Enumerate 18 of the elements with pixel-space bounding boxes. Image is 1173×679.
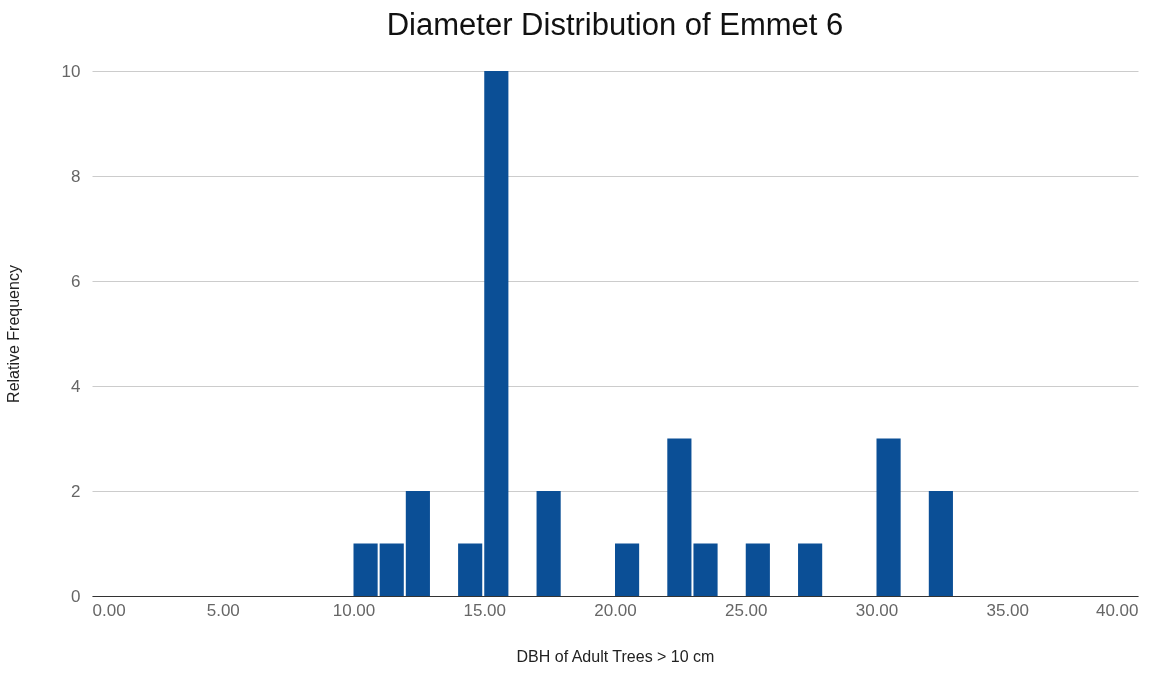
y-tick-label: 2 bbox=[71, 481, 81, 501]
y-tick-label: 8 bbox=[71, 166, 81, 186]
y-tick-label: 4 bbox=[71, 376, 81, 396]
x-tick-label: 0.00 bbox=[92, 600, 126, 620]
x-tick-label: 20.00 bbox=[594, 600, 637, 620]
y-tick-label: 10 bbox=[61, 61, 81, 81]
y-axis-title: Relative Frequency bbox=[4, 265, 22, 403]
x-tick-label: 5.00 bbox=[206, 600, 240, 620]
x-tick-label: 30.00 bbox=[855, 600, 899, 620]
x-tick-label: 35.00 bbox=[986, 600, 1030, 620]
x-tick-label: 15.00 bbox=[463, 600, 507, 620]
x-tick-label: 40.00 bbox=[1095, 600, 1139, 620]
x-axis-title: DBH of Adult Trees > 10 cm bbox=[516, 647, 715, 665]
y-tick-label: 0 bbox=[71, 586, 81, 606]
y-tick-label: 6 bbox=[71, 271, 81, 291]
x-tick-label: 10.00 bbox=[332, 600, 376, 620]
x-tick-label: 25.00 bbox=[724, 600, 768, 620]
chart-title: Diameter Distribution of Emmet 6 bbox=[386, 7, 844, 42]
